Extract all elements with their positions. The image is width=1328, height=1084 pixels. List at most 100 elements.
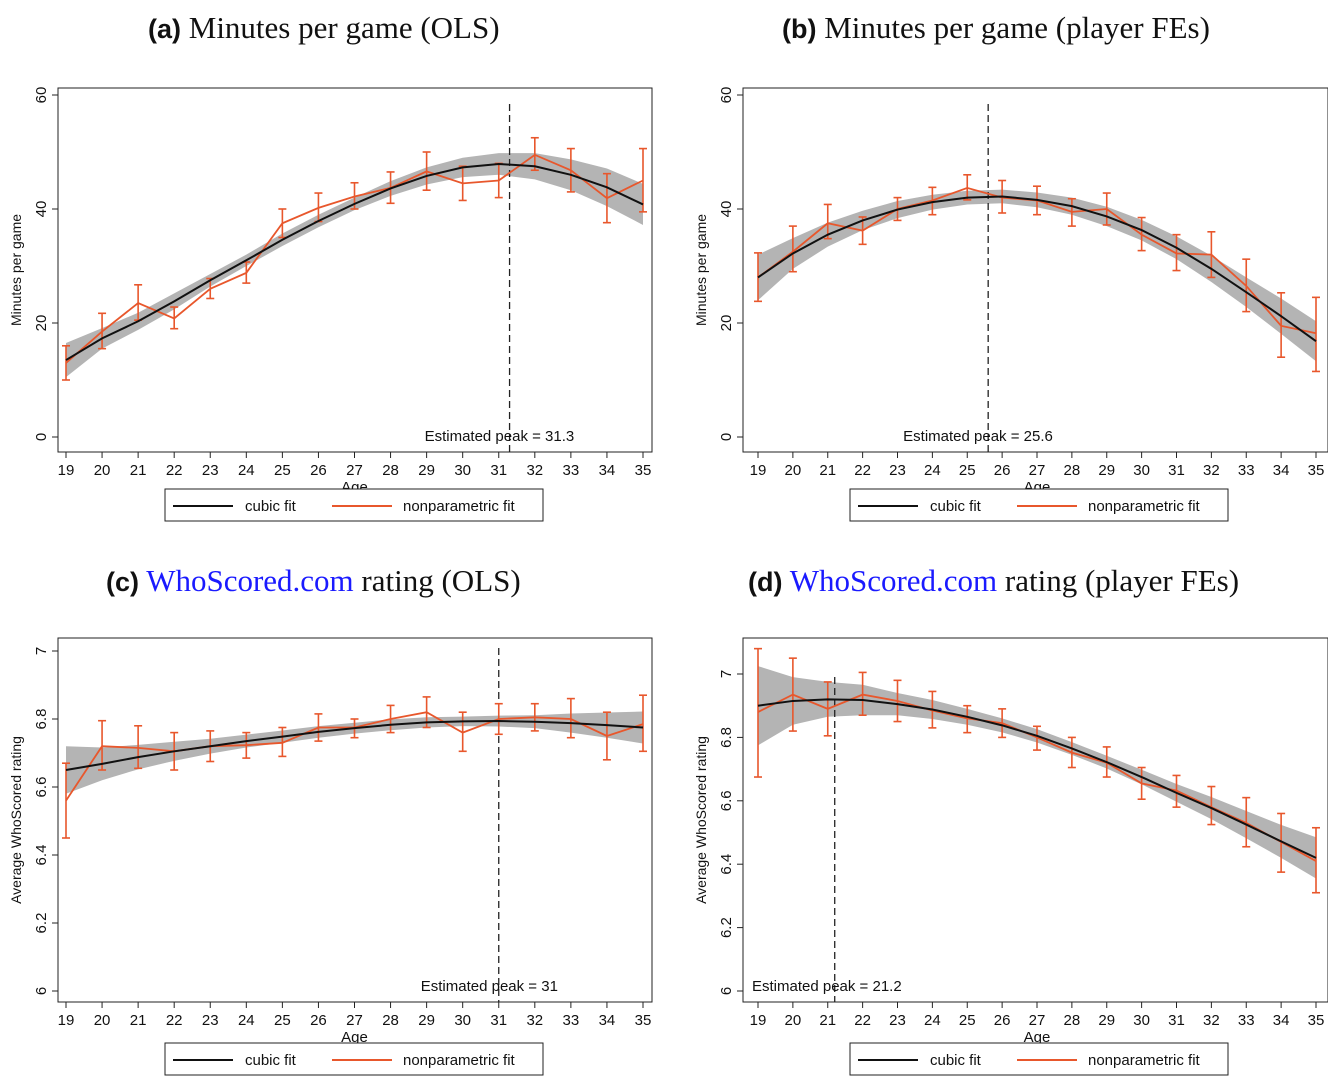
y-tick-label: 6.6 <box>718 790 735 811</box>
panel-letter: (b) <box>782 14 817 44</box>
whoscored-link[interactable]: WhoScored.com <box>146 563 354 598</box>
error-bar <box>823 203 832 240</box>
x-tick-label: 23 <box>202 1012 219 1029</box>
x-axis-label: Age <box>341 1029 368 1046</box>
panel-c-title: (c) WhoScored.com rating (OLS) <box>106 563 521 599</box>
x-tick-label: 22 <box>166 462 183 479</box>
panel-letter: (d) <box>748 567 783 597</box>
x-tick-label: 20 <box>94 1012 111 1029</box>
y-tick-label: 7 <box>33 647 50 655</box>
y-tick-label: 0 <box>33 433 50 441</box>
x-tick-label: 21 <box>130 1012 147 1029</box>
error-bar <box>788 225 797 273</box>
x-tick-label: 20 <box>785 1012 802 1029</box>
x-tick-label: 30 <box>454 462 471 479</box>
x-tick-label: 19 <box>750 462 767 479</box>
x-tick-label: 22 <box>166 1012 183 1029</box>
legend-label-cubic: cubic fit <box>245 1052 297 1069</box>
chart-panel-d: Estimated peak = 21.2 19 20 21 22 23 24 25 26 27 2… <box>693 637 1328 1076</box>
x-tick-label: 27 <box>1029 1012 1046 1029</box>
cubic-fit-line <box>65 162 644 361</box>
x-tick-label: 26 <box>994 1012 1011 1029</box>
estimated-peak-label: Estimated peak = 31 <box>421 978 558 995</box>
x-tick-label: 28 <box>382 1012 399 1029</box>
y-axis-label: Average WhoScored rating <box>693 736 709 904</box>
x-tick-label: 21 <box>819 462 836 479</box>
y-tick-label: 6.2 <box>718 917 735 938</box>
chart-legend: cubic fit nonparametric fit <box>164 488 544 522</box>
x-tick-label: 21 <box>130 462 147 479</box>
y-tick-label: 60 <box>718 87 735 104</box>
x-tick-label: 30 <box>1133 1012 1150 1029</box>
panel-a-title: (a) Minutes per game (OLS) <box>148 10 500 46</box>
x-tick-label: 28 <box>1064 1012 1081 1029</box>
y-tick-label: 6.2 <box>33 913 50 934</box>
x-tick-label: 27 <box>1029 462 1046 479</box>
x-tick-label: 33 <box>1238 1012 1255 1029</box>
x-tick-label: 29 <box>418 462 435 479</box>
x-tick-label: 20 <box>785 462 802 479</box>
x-tick-label: 35 <box>1308 462 1325 479</box>
legend-label-nonparametric: nonparametric fit <box>403 498 516 515</box>
x-tick-label: 25 <box>274 1012 291 1029</box>
chart-panel-b: Estimated peak = 25.6 19 20 21 22 23 24 25 26 27 2… <box>693 87 1328 522</box>
x-tick-label: 33 <box>1238 462 1255 479</box>
chart-legend: cubic fit nonparametric fit <box>164 1042 544 1076</box>
y-tick-label: 6 <box>33 987 50 995</box>
panel-d-title: (d) WhoScored.com rating (player FEs) <box>748 563 1239 599</box>
chart-panel-a: Estimated peak = 31.3 19 20 21 22 23 24 25 26 27 2… <box>8 87 653 522</box>
x-tick-label: 31 <box>490 1012 507 1029</box>
plot-frame <box>57 87 653 453</box>
whoscored-link[interactable]: WhoScored.com <box>789 563 998 598</box>
x-tick-label: 28 <box>1064 462 1081 479</box>
x-tick-label: 24 <box>924 462 941 479</box>
x-tick-label: 31 <box>1168 462 1185 479</box>
error-bar <box>639 694 647 753</box>
y-tick-label: 40 <box>33 201 50 218</box>
x-tick-label: 22 <box>854 462 871 479</box>
x-tick-label: 32 <box>526 462 543 479</box>
y-tick-label: 6.8 <box>718 727 735 748</box>
error-bar <box>639 147 647 213</box>
legend-label-cubic: cubic fit <box>245 498 297 515</box>
cubic-fit-line <box>757 698 1317 859</box>
y-tick-label: 20 <box>33 315 50 332</box>
y-tick-label: 6.4 <box>33 845 50 866</box>
x-tick-label: 27 <box>346 462 363 479</box>
panel-title-text: rating (player FEs) <box>1004 563 1240 598</box>
x-tick-label: 32 <box>1203 462 1220 479</box>
x-tick-label: 35 <box>1308 1012 1325 1029</box>
y-tick-label: 0 <box>718 433 735 441</box>
y-tick-label: 7 <box>718 670 735 678</box>
error-bar <box>1312 296 1320 373</box>
chart-legend: cubic fit nonparametric fit <box>849 1042 1229 1076</box>
panel-b-title: (b) Minutes per game (player FEs) <box>782 10 1210 46</box>
cubic-fit-line <box>757 195 1317 343</box>
plot-frame <box>742 87 1328 453</box>
confidence-band <box>758 666 1316 879</box>
y-axis-label: Minutes per game <box>693 214 709 326</box>
x-tick-label: 29 <box>1098 462 1115 479</box>
x-tick-label: 26 <box>310 1012 327 1029</box>
y-tick-label: 6 <box>718 987 735 995</box>
y-tick-label: 40 <box>718 201 735 218</box>
x-tick-label: 31 <box>490 462 507 479</box>
x-axis-label: Age <box>1024 1029 1051 1046</box>
x-tick-label: 26 <box>310 462 327 479</box>
x-tick-label: 33 <box>563 462 580 479</box>
x-tick-label: 26 <box>994 462 1011 479</box>
panel-title-text: Minutes per game (player FEs) <box>824 10 1210 45</box>
panel-title-text: rating (OLS) <box>361 563 521 598</box>
x-tick-label: 19 <box>58 462 75 479</box>
x-tick-label: 22 <box>854 1012 871 1029</box>
panel-title-text: Minutes per game (OLS) <box>188 10 500 45</box>
x-tick-label: 32 <box>1203 1012 1220 1029</box>
x-tick-label: 34 <box>599 1012 616 1029</box>
x-tick-label: 29 <box>1098 1012 1115 1029</box>
cubic-fit-line <box>65 720 644 771</box>
y-axis-label: Minutes per game <box>8 214 24 326</box>
legend-label-cubic: cubic fit <box>930 1052 982 1069</box>
y-tick-label: 6.8 <box>33 709 50 730</box>
error-bar <box>1207 785 1216 826</box>
